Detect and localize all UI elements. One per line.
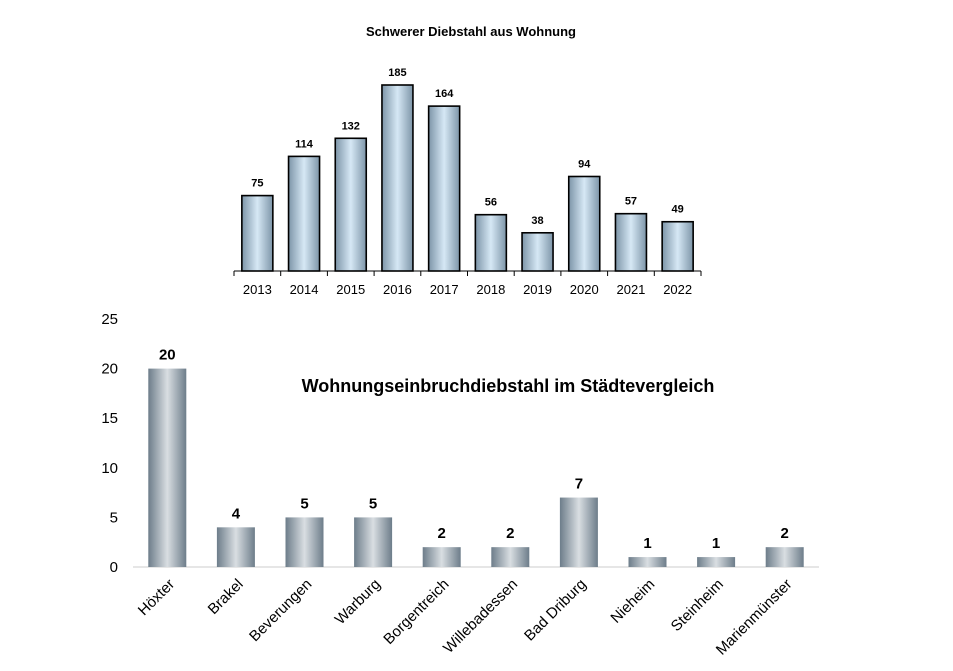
chart-2-x-tick-label: Steinheim: [668, 576, 727, 635]
chart-2-bar: [422, 547, 461, 567]
chart-2-data-label: 1: [643, 535, 651, 552]
chart-2-bar: [559, 497, 598, 567]
chart-2-cities: Wohnungseinbruchdiebstahl im Städtevergl…: [101, 311, 819, 659]
chart-2-bar: [216, 527, 255, 567]
chart-2-bar: [491, 547, 530, 567]
chart-1-data-labels: 75 114 132 185 164 56 38 94 57 49: [251, 67, 684, 227]
chart-2-y-tick-label: 0: [110, 559, 118, 576]
chart-1-data-label: 132: [342, 120, 360, 132]
chart-1-bar: [287, 155, 321, 272]
chart-1-x-tick-label: 2016: [383, 282, 412, 297]
chart-2-data-label: 5: [369, 495, 377, 512]
chart-1-data-label: 185: [388, 67, 406, 79]
chart-2-y-tick-label: 5: [110, 509, 118, 526]
chart-2-data-label: 2: [506, 525, 514, 542]
chart-2-bars: [148, 368, 804, 567]
chart-1-bar: [474, 213, 508, 272]
chart-2-bar: [354, 517, 393, 567]
chart-1-bar: [241, 194, 274, 272]
chart-1-data-label: 164: [435, 88, 454, 100]
chart-2-bar: [285, 517, 324, 567]
chart-2-x-tick-label: Nieheim: [607, 576, 658, 627]
chart-1-bar: [381, 84, 414, 272]
chart-2-data-label: 4: [232, 505, 241, 522]
chart-1-data-label: 56: [485, 197, 497, 209]
chart-1-bar: [661, 220, 694, 272]
chart-2-x-tick-label: Warburg: [332, 576, 384, 628]
chart-1-data-label: 75: [251, 178, 263, 190]
chart-1-bar: [521, 231, 554, 272]
chart-2-bar: [148, 368, 187, 567]
chart-2-y-tick-label: 10: [101, 460, 118, 477]
chart-2-bar: [697, 557, 736, 567]
chart-1-bar: [427, 105, 461, 272]
chart-2-x-tick-label: Höxter: [135, 576, 178, 619]
chart-2-bar: [628, 557, 667, 567]
chart-1-x-tick-labels: 2013 2014 2015 2016 2017 2018 2019 2020 2021 2022: [243, 282, 692, 297]
chart-2-x-tick-label: Beverungen: [246, 576, 315, 645]
chart-1-data-label: 114: [295, 138, 314, 150]
chart-2-data-label: 5: [300, 495, 308, 512]
chart-2-data-label: 7: [575, 476, 583, 493]
chart-1-data-label: 94: [578, 158, 591, 170]
chart-2-y-tick-label: 20: [101, 361, 118, 378]
chart-2-x-tick-label: Brakel: [205, 576, 247, 618]
chart-1-x-axis: [233, 270, 702, 276]
chart-1-x-tick-label: 2017: [430, 282, 459, 297]
chart-1-x-tick-label: 2019: [523, 282, 552, 297]
chart-2-bar: [765, 547, 804, 567]
chart-1-x-tick-label: 2022: [663, 282, 692, 297]
chart-1-yearly: Schwerer Diebstahl aus Wohnung 75 114 132 1…: [233, 24, 702, 297]
chart-1-bar: [567, 175, 601, 272]
chart-2-x-tick-label: Bad Driburg: [521, 576, 590, 645]
chart-1-x-tick-label: 2018: [476, 282, 505, 297]
chart-2-title: Wohnungseinbruchdiebstahl im Städtevergl…: [302, 376, 715, 396]
chart-2-data-label: 1: [712, 535, 720, 552]
chart-1-bar: [334, 137, 368, 272]
chart-2-y-tick-label: 25: [101, 311, 118, 328]
chart-2-data-label: 20: [159, 347, 176, 364]
chart-2-data-label: 2: [781, 525, 789, 542]
chart-2-x-tick-labels: Höxter Brakel Beverungen WarburgBorgentreic…: [135, 576, 796, 659]
chart-1-data-label: 49: [672, 204, 684, 216]
chart-1-data-label: 38: [531, 215, 543, 227]
chart-2-y-tick-labels: 0 5 10 15 20 25: [101, 311, 118, 576]
chart-1-title: Schwerer Diebstahl aus Wohnung: [366, 24, 576, 39]
chart-1-bars: [241, 84, 694, 272]
chart-1-x-tick-label: 2014: [290, 282, 319, 297]
chart-1-x-tick-label: 2013: [243, 282, 272, 297]
chart-2-data-labels: 20 4 5 5 2 2 7 1 1 2: [159, 347, 789, 552]
chart-2-x-tick-label: Borgentreich: [380, 576, 452, 648]
chart-2-y-tick-label: 15: [101, 410, 118, 427]
chart-1-x-tick-label: 2020: [570, 282, 599, 297]
chart-1-data-label: 57: [625, 196, 637, 208]
chart-1-bar: [614, 212, 648, 272]
chart-1-x-tick-label: 2021: [616, 282, 645, 297]
chart-1-x-tick-label: 2015: [336, 282, 365, 297]
chart-2-data-label: 2: [438, 525, 446, 542]
